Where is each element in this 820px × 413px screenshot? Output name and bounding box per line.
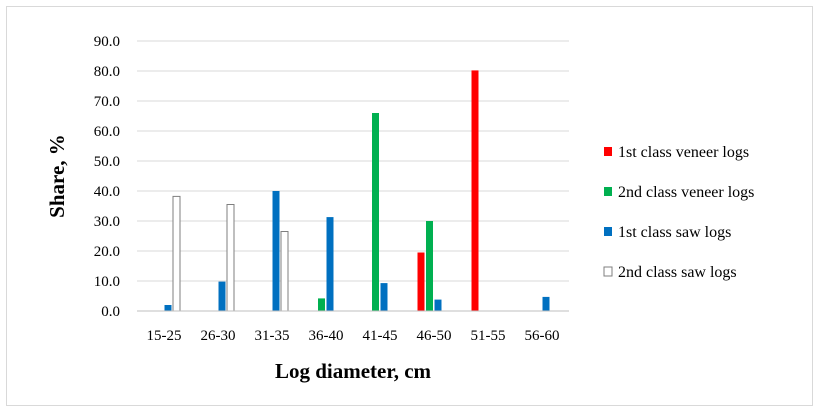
legend-swatch bbox=[604, 227, 612, 236]
bar bbox=[272, 191, 280, 311]
y-axis-title: Share, % bbox=[45, 134, 69, 218]
x-tick-label: 46-50 bbox=[417, 328, 452, 344]
legend: 1st class veneer logs 2nd class veneer lo… bbox=[603, 144, 754, 281]
y-tick-label: 90.0 bbox=[94, 34, 120, 50]
x-tick-label: 15-25 bbox=[147, 328, 182, 344]
bar bbox=[417, 252, 425, 311]
bar bbox=[372, 113, 379, 311]
bar bbox=[280, 231, 289, 312]
bar bbox=[218, 281, 226, 311]
y-tick-labels: 0.0 10.0 20.0 30.0 40.0 50.0 60.0 70.0 80.0 90.0 bbox=[94, 34, 120, 320]
legend-label: 2nd class veneer logs bbox=[618, 184, 754, 201]
x-tick-label: 31-35 bbox=[255, 328, 290, 344]
y-tick-label: 70.0 bbox=[94, 94, 120, 110]
y-tick-label: 20.0 bbox=[94, 244, 120, 260]
legend-swatch bbox=[604, 147, 612, 156]
x-tick-label: 41-45 bbox=[363, 328, 398, 344]
bar bbox=[434, 299, 442, 311]
x-tick-label: 51-55 bbox=[471, 328, 506, 344]
y-tick-label: 50.0 bbox=[94, 154, 120, 170]
legend-label: 1st class veneer logs bbox=[618, 144, 749, 161]
bar bbox=[426, 221, 433, 311]
gridlines bbox=[137, 40, 569, 282]
x-tick-label: 26-30 bbox=[201, 328, 236, 344]
y-tick-label: 80.0 bbox=[94, 64, 120, 80]
y-tick-label: 0.0 bbox=[101, 304, 120, 320]
y-tick-label: 40.0 bbox=[94, 184, 120, 200]
x-tick-labels: 15-25 26-30 31-35 36-40 41-45 46-50 51-55 56-60 bbox=[147, 328, 560, 344]
bar bbox=[542, 296, 550, 311]
bar bbox=[471, 70, 479, 312]
bar bbox=[172, 195, 181, 312]
x-tick-label: 56-60 bbox=[525, 328, 560, 344]
x-tick-label: 36-40 bbox=[309, 328, 344, 344]
x-axis-title: Log diameter, cm bbox=[275, 359, 432, 383]
bar bbox=[164, 305, 172, 311]
y-tick-label: 30.0 bbox=[94, 214, 120, 230]
bar bbox=[326, 217, 334, 311]
legend-swatch bbox=[603, 266, 613, 277]
legend-swatch bbox=[604, 187, 612, 196]
chart-area bbox=[6, 6, 813, 406]
y-tick-label: 60.0 bbox=[94, 124, 120, 140]
legend-label: 1st class saw logs bbox=[618, 224, 731, 241]
legend-label: 2nd class saw logs bbox=[618, 264, 737, 281]
bar bbox=[318, 298, 325, 311]
bar bbox=[380, 283, 388, 311]
bar bbox=[226, 204, 235, 312]
y-tick-label: 10.0 bbox=[94, 274, 120, 290]
bars bbox=[164, 70, 550, 312]
